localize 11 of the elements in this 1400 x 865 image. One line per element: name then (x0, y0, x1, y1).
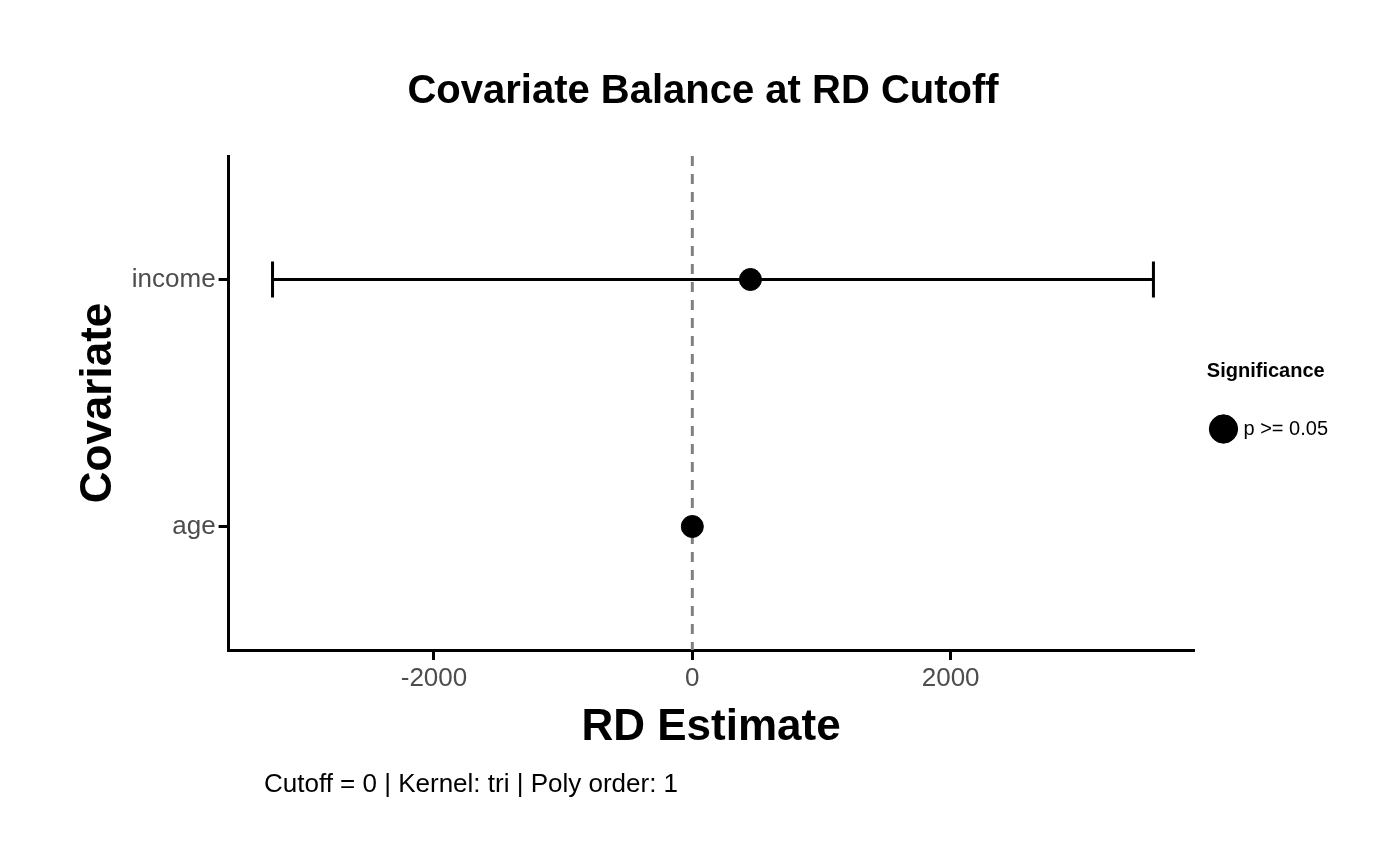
y-axis-title: Covariate (70, 302, 120, 504)
y-tick-label: income (131, 262, 216, 293)
legend-title: Significance (1206, 358, 1325, 381)
legend-label: p >= 0.05 (1243, 416, 1329, 439)
x-tick-label: -2000 (400, 661, 468, 692)
chart-title: Covariate Balance at RD Cutoff (407, 67, 1000, 112)
x-tick-label: 2000 (921, 661, 980, 692)
y-tick-label: age (172, 509, 216, 540)
text: Cutoff = 0 | Kernel: tri | Poly order: 1 (264, 768, 680, 799)
x-tick-label: 0 (685, 661, 700, 692)
x-axis-title: RD Estimate (581, 699, 841, 749)
